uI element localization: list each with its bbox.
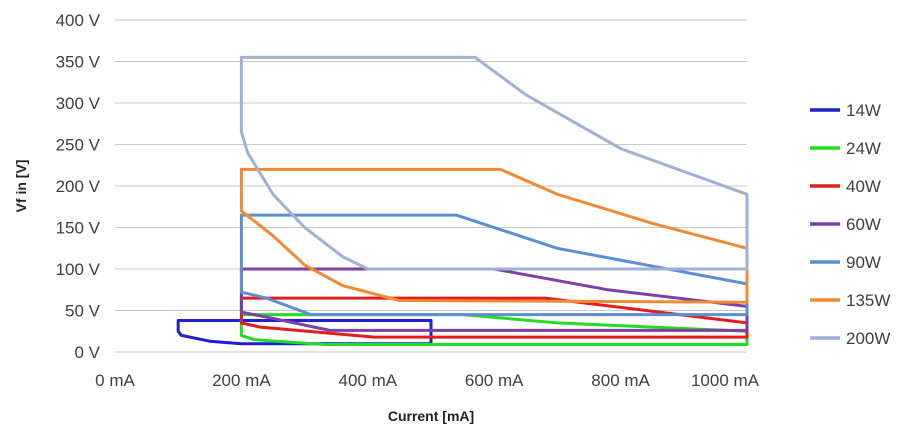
- x-axis-title: Current [mA]: [388, 408, 474, 424]
- series-line-200w: [239, 55, 749, 271]
- legend: 14W 24W 40W 60W 90W 135W 200W: [810, 101, 890, 348]
- legend-label-60w: 60W: [846, 215, 881, 234]
- y-tick-label: 300 V: [56, 94, 101, 113]
- x-tick-label: 1000 mA: [691, 371, 760, 390]
- x-tick-label: 800 mA: [591, 371, 650, 390]
- y-tick-label: 250 V: [56, 136, 101, 155]
- x-tick-labels: 0 mA 200 mA 400 mA 600 mA 800 mA 1000 mA: [95, 371, 760, 390]
- x-tick-label: 600 mA: [465, 371, 524, 390]
- legend-label-135w: 135W: [846, 291, 890, 310]
- x-tick-label: 400 mA: [339, 371, 398, 390]
- y-tick-label: 0 V: [74, 343, 100, 362]
- legend-label-24w: 24W: [846, 139, 881, 158]
- legend-label-90w: 90W: [846, 253, 881, 272]
- series-line-135w: [239, 167, 749, 304]
- legend-label-14w: 14W: [846, 101, 881, 120]
- x-tick-label: 200 mA: [212, 371, 271, 390]
- series-line-60w: [239, 267, 749, 332]
- series-line-24w: [239, 313, 749, 346]
- y-tick-label: 400 V: [56, 11, 101, 30]
- y-axis-title: Vf in [V]: [13, 160, 29, 213]
- y-tick-label: 200 V: [56, 177, 101, 196]
- y-tick-label: 50 V: [65, 302, 101, 321]
- grid-lines: [115, 19, 747, 353]
- series-layer: [176, 55, 749, 346]
- y-tick-labels: 0 V 50 V 100 V 150 V 200 V 250 V 300 V 350 V 400…: [56, 11, 101, 362]
- y-tick-label: 150 V: [56, 219, 101, 238]
- y-tick-label: 100 V: [56, 260, 101, 279]
- legend-label-40w: 40W: [846, 177, 881, 196]
- x-tick-label: 0 mA: [95, 371, 135, 390]
- y-tick-label: 350 V: [56, 53, 101, 72]
- legend-label-200w: 200W: [846, 329, 890, 348]
- series-line-90w: [239, 213, 749, 317]
